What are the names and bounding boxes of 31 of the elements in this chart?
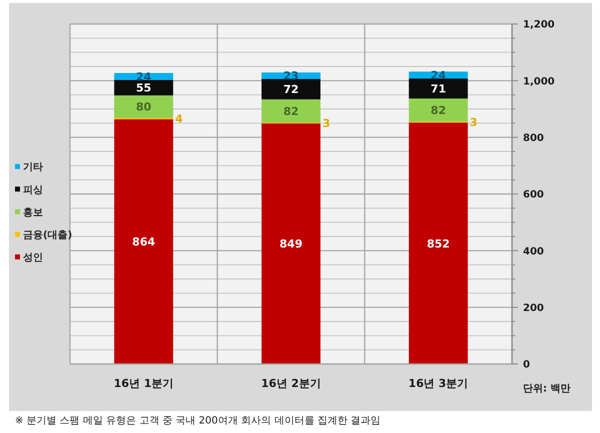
data-label: 3 xyxy=(322,117,330,130)
legend-label: 홍보 xyxy=(23,207,43,218)
y-tick-label: 1,000 xyxy=(523,76,555,88)
legend-label: 기타 xyxy=(23,162,43,174)
y-tick-label: 800 xyxy=(523,133,544,144)
data-label: 55 xyxy=(136,82,152,95)
x-tick-label: 16년 1분기 xyxy=(114,377,174,390)
data-label: 82 xyxy=(430,104,446,118)
legend-label: 피싱 xyxy=(23,184,43,196)
data-label: 72 xyxy=(283,83,299,96)
legend-label: 성인 xyxy=(23,252,43,264)
data-label: 852 xyxy=(426,237,450,250)
data-label: 80 xyxy=(136,100,152,114)
data-label: 71 xyxy=(430,82,446,96)
data-label: 849 xyxy=(280,238,302,251)
data-label: 82 xyxy=(283,104,299,118)
data-label: 24 xyxy=(430,69,446,82)
data-label: 864 xyxy=(132,236,156,249)
text: 단위: 백만 xyxy=(523,384,570,395)
x-tick-label: 16년 2분기 xyxy=(261,377,321,390)
y-tick-label: 200 xyxy=(523,303,544,314)
data-label: 3 xyxy=(470,116,478,130)
text: ※ 분기별 스팸 메일 유형은 고객 중 국내 200여개 회사의 데이터를 집계한 결과임 xyxy=(15,416,381,427)
x-tick-label: 16년 3분기 xyxy=(408,377,468,390)
y-tick-label: 400 xyxy=(523,246,544,258)
y-tick-label: 1,200 xyxy=(523,20,555,31)
y-tick-label: 0 xyxy=(523,360,530,371)
y-tick-label: 600 xyxy=(523,190,544,201)
legend-label: 금융(대출) xyxy=(23,230,72,242)
data-label: 24 xyxy=(136,70,152,84)
data-label: 4 xyxy=(175,112,184,126)
